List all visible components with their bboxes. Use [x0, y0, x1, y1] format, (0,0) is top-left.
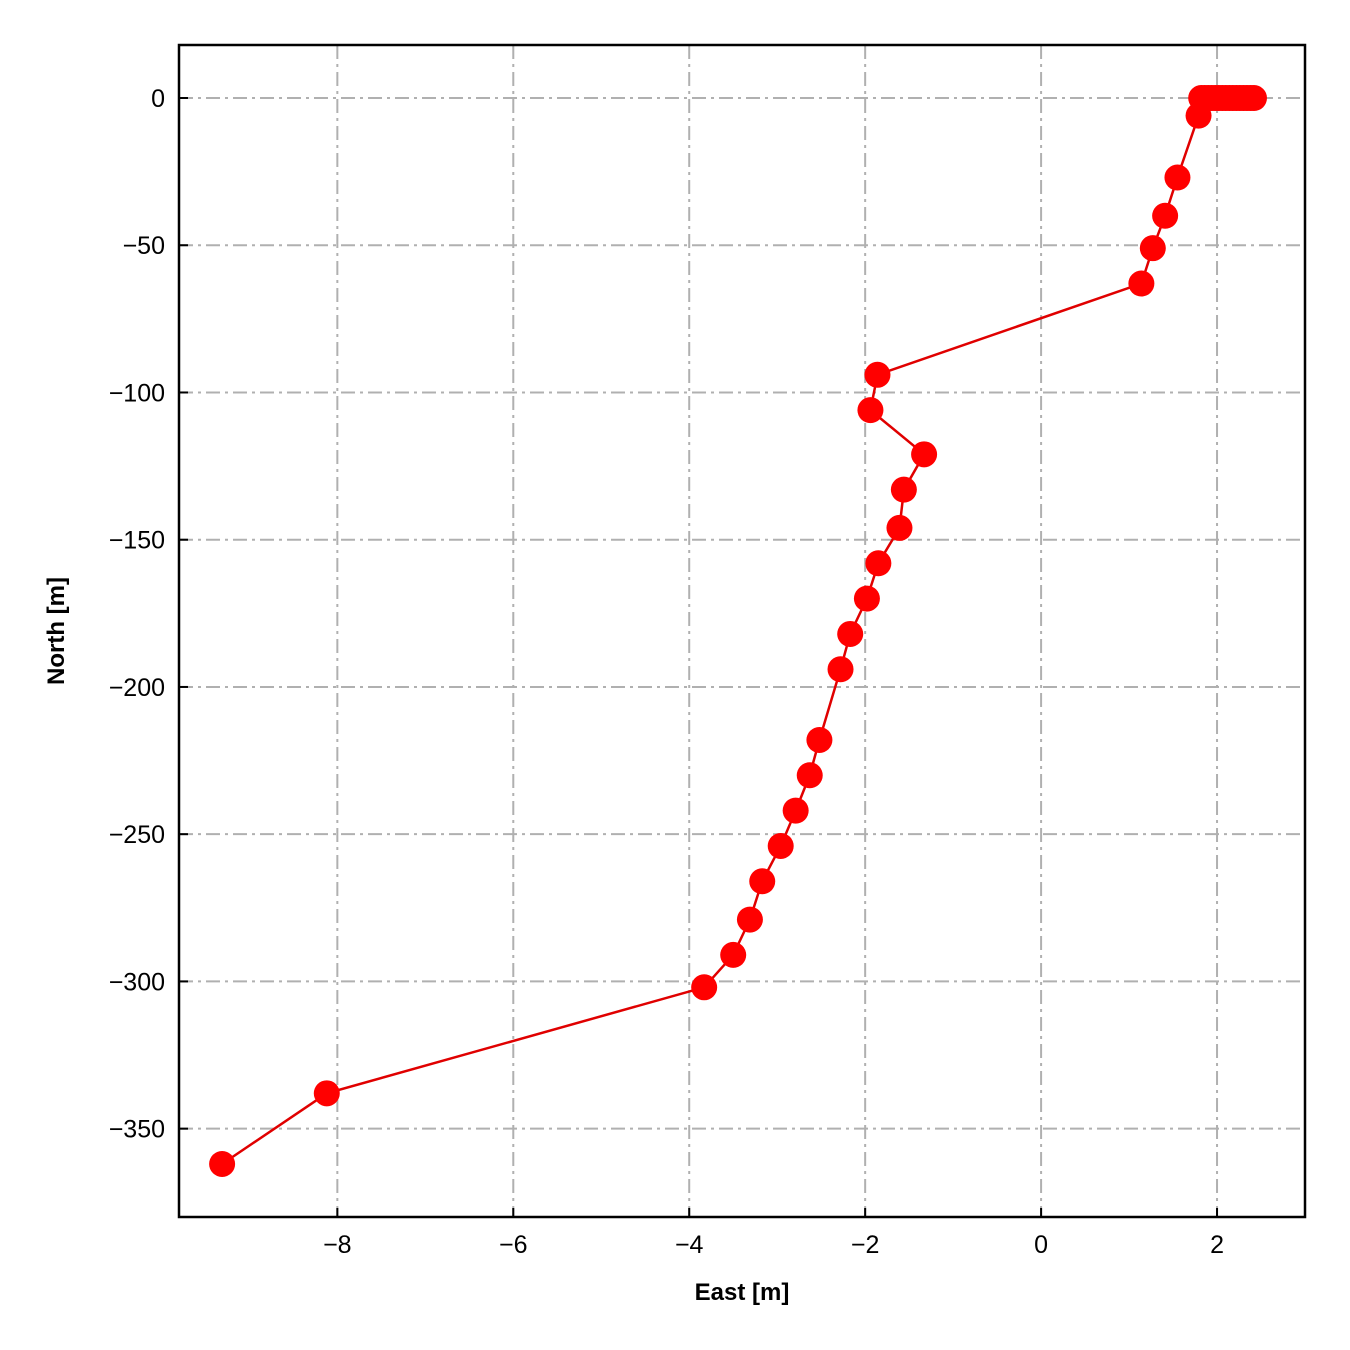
data-point [1152, 202, 1179, 229]
series-layer [209, 85, 1267, 1177]
x-axis-label: East [m] [695, 1279, 790, 1306]
data-point [857, 397, 884, 424]
data-point [1128, 270, 1155, 297]
data-point [782, 797, 809, 824]
x-tick-label: −6 [499, 1231, 528, 1259]
data-point [806, 726, 833, 753]
x-tick-label: 0 [1034, 1231, 1048, 1259]
data-point [767, 832, 794, 859]
data-point [736, 906, 763, 933]
x-tick-label: −8 [323, 1231, 352, 1259]
y-tick-label: 0 [151, 85, 165, 113]
data-point [720, 941, 747, 968]
y-tick-label: −50 [123, 232, 165, 260]
data-point [865, 550, 892, 577]
ticks: −8 −6 −4 −2 0 2 0 −50 −100 −150 −200 −250 −300 −350 [109, 85, 1224, 1259]
data-point [691, 974, 718, 1001]
data-point [1164, 164, 1191, 191]
data-point [864, 361, 891, 388]
data-point [853, 585, 880, 612]
data-point [890, 476, 917, 503]
trajectory-line [221, 96, 1254, 1166]
x-tick-label: 2 [1210, 1231, 1224, 1259]
y-tick-label: −300 [109, 968, 165, 996]
grid [179, 45, 1305, 1217]
y-tick-label: −350 [109, 1116, 165, 1144]
y-tick-label: −250 [109, 821, 165, 849]
data-point [886, 514, 913, 541]
y-tick-label: −100 [109, 379, 165, 407]
data-point [749, 868, 776, 895]
data-point [837, 620, 864, 647]
data-point [1185, 102, 1212, 129]
y-axis-label: North [m] [43, 577, 70, 685]
data-point [911, 441, 938, 468]
x-tick-label: −2 [851, 1231, 880, 1259]
x-tick-label: −4 [675, 1231, 704, 1259]
data-point [1139, 235, 1166, 262]
data-point [796, 762, 823, 789]
y-tick-label: −200 [109, 674, 165, 702]
data-point [209, 1150, 236, 1177]
data-point [313, 1080, 340, 1107]
y-tick-label: −150 [109, 527, 165, 555]
plot-frame [177, 43, 1307, 1219]
data-point [827, 656, 854, 683]
